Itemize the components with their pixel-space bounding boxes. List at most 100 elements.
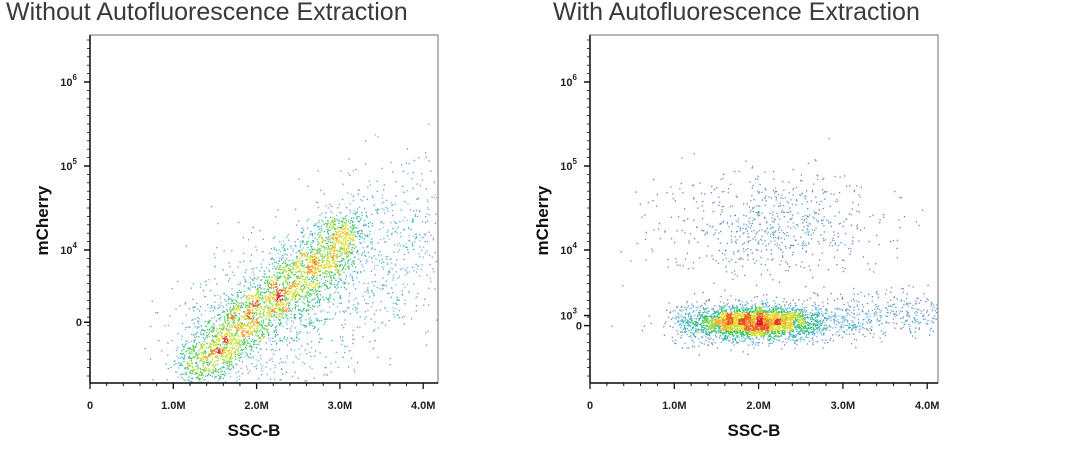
event-dot: [858, 308, 860, 310]
event-dot: [268, 282, 270, 284]
event-dot: [332, 246, 334, 249]
event-dot: [885, 307, 887, 309]
event-dot: [882, 333, 884, 335]
event-dot: [250, 322, 252, 324]
event-dot: [206, 334, 208, 337]
event-dot: [407, 252, 409, 254]
event-dot: [363, 196, 365, 198]
event-dot: [295, 262, 297, 264]
event-dot: [894, 327, 896, 329]
event-dot: [305, 291, 307, 293]
event-dot: [229, 347, 232, 349]
event-dot: [266, 305, 268, 307]
event-dot: [348, 268, 350, 270]
event-dot: [332, 275, 334, 277]
event-dot: [214, 364, 217, 366]
event-dot: [864, 295, 866, 297]
event-dot: [257, 351, 259, 353]
event-dot: [312, 306, 315, 308]
event-dot: [252, 350, 254, 352]
event-dot: [240, 328, 242, 330]
event-dot: [250, 327, 252, 329]
event-dot: [216, 333, 219, 335]
event-dot: [406, 148, 408, 150]
event-dot: [335, 249, 338, 251]
event-dot: [918, 322, 920, 324]
event-dot: [213, 323, 215, 325]
event-dot: [273, 284, 275, 286]
event-dot: [254, 303, 256, 305]
event-dot: [318, 248, 320, 250]
event-dot: [759, 184, 761, 186]
event-dot: [326, 222, 328, 225]
event-dot: [311, 240, 314, 242]
event-dot: [317, 232, 319, 234]
event-dot: [363, 299, 366, 301]
event-dot: [228, 363, 231, 365]
event-dot: [353, 234, 355, 236]
event-dot: [773, 234, 775, 236]
event-dot: [751, 166, 754, 168]
event-dot: [372, 302, 374, 304]
event-dot: [332, 237, 335, 239]
event-dot: [198, 336, 200, 338]
event-dot: [325, 297, 327, 299]
event-dot: [260, 363, 262, 366]
event-dot: [700, 192, 703, 194]
event-dot: [285, 265, 287, 267]
event-dot: [337, 255, 339, 257]
event-dot: [378, 254, 380, 256]
event-dot: [725, 266, 727, 268]
event-dot: [687, 305, 689, 307]
event-dot: [192, 356, 194, 358]
event-dot: [875, 303, 877, 306]
event-dot: [245, 305, 248, 307]
event-dot: [226, 344, 228, 346]
event-dot: [360, 217, 362, 219]
event-dot: [340, 297, 342, 299]
event-dot: [337, 268, 339, 271]
event-dot: [712, 339, 714, 341]
event-dot: [265, 348, 267, 351]
event-dot: [244, 278, 246, 281]
event-dot: [278, 362, 280, 364]
event-dot: [783, 238, 786, 240]
event-dot: [284, 289, 286, 291]
event-dot: [691, 184, 694, 187]
event-dot: [274, 298, 276, 300]
event-dot: [211, 317, 213, 319]
event-dot: [226, 320, 229, 322]
event-dot: [322, 264, 324, 266]
event-dot: [311, 368, 313, 370]
event-dot: [333, 253, 335, 255]
event-dot: [250, 340, 252, 342]
event-dot: [314, 289, 316, 291]
event-dot: [224, 371, 226, 373]
event-dot: [195, 355, 197, 357]
event-dot: [841, 296, 843, 298]
event-dot: [244, 337, 246, 339]
event-dot: [264, 281, 266, 284]
event-dot: [341, 257, 344, 260]
event-dot: [824, 191, 826, 193]
event-dot: [853, 306, 855, 309]
event-dot: [269, 337, 272, 339]
event-dot: [264, 329, 266, 331]
event-dot: [329, 245, 332, 247]
event-dot: [257, 309, 260, 311]
event-dot: [873, 271, 875, 273]
event-dot: [234, 315, 237, 317]
event-dot: [263, 288, 265, 290]
event-dot: [229, 339, 231, 341]
event-dot: [311, 308, 313, 310]
event-dot: [335, 221, 337, 223]
event-dot: [305, 283, 307, 285]
event-dot: [757, 205, 760, 207]
event-dot: [235, 339, 238, 341]
event-dot: [786, 211, 788, 213]
event-dot: [294, 313, 296, 316]
event-dot: [343, 243, 345, 246]
event-dot: [347, 256, 349, 258]
event-dot: [340, 254, 342, 257]
event-dot: [219, 344, 221, 346]
